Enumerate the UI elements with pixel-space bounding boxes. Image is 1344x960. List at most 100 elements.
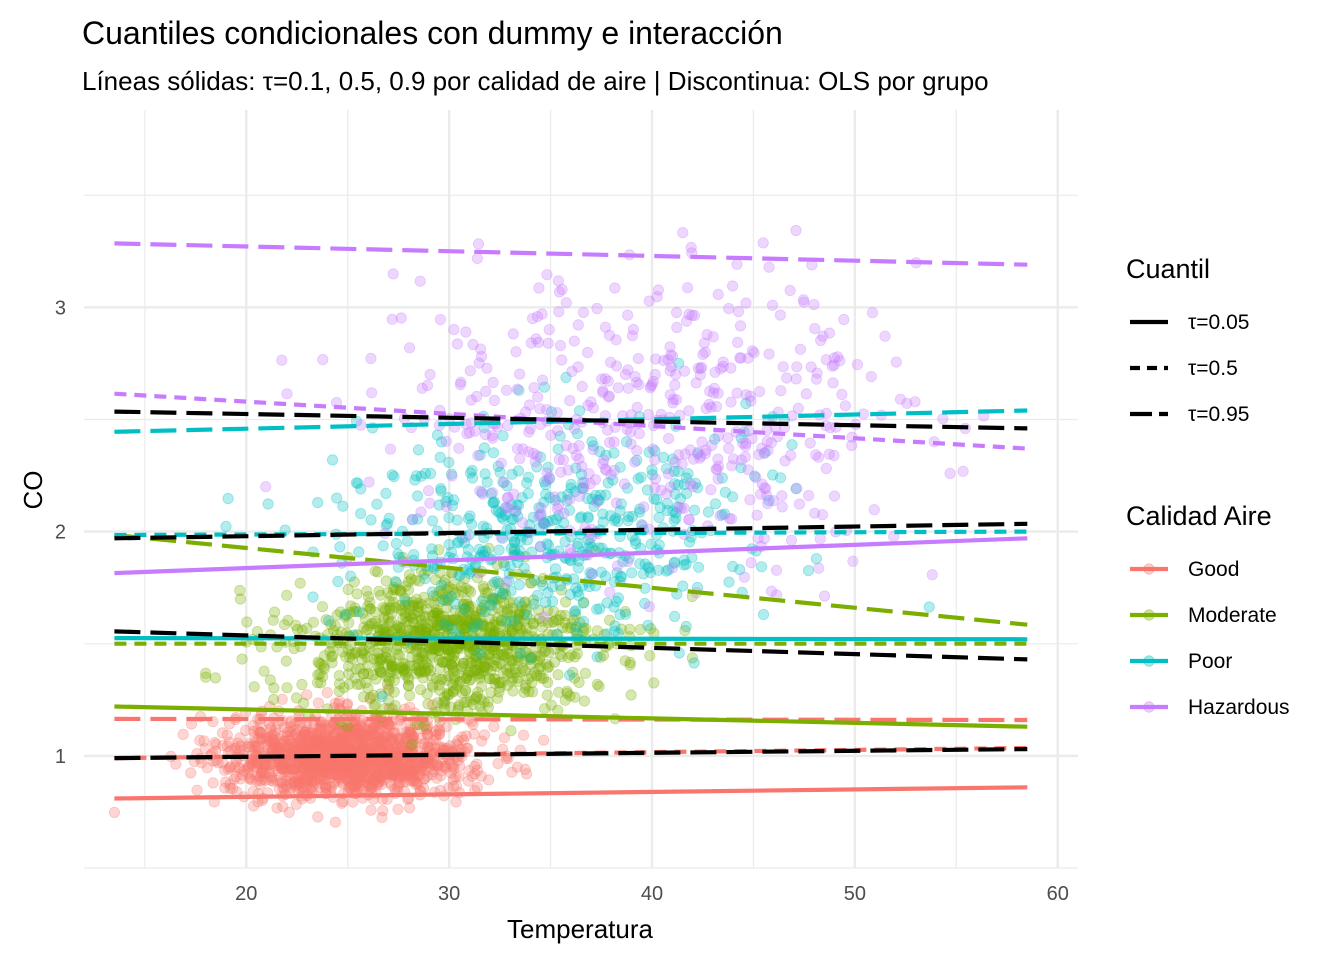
scatter-point (243, 740, 255, 753)
scatter-point (309, 773, 322, 785)
scatter-point (739, 440, 752, 452)
scatter-point (422, 698, 434, 710)
scatter-point (388, 737, 400, 749)
scatter-point (377, 601, 389, 614)
scatter-point (632, 352, 644, 365)
scatter-point (790, 373, 802, 385)
scatter-point (314, 726, 326, 738)
scatter-point (705, 401, 717, 413)
scatter-point (564, 588, 576, 601)
scatter-point (757, 237, 769, 249)
scatter-point (299, 771, 311, 784)
scatter-point (270, 723, 282, 736)
scatter-point (310, 736, 322, 748)
scatter-point (434, 684, 446, 696)
scatter-point (244, 773, 256, 785)
scatter-point (260, 732, 272, 744)
scatter-point (301, 724, 313, 736)
scatter-point (278, 763, 290, 775)
scatter-point (350, 723, 362, 735)
scatter-point (341, 764, 353, 776)
scatter-point (286, 763, 299, 775)
scatter-point (629, 456, 641, 468)
scatter-point (304, 758, 317, 770)
scatter-point (286, 760, 298, 773)
scatter-point (278, 721, 290, 734)
scatter-point (341, 698, 354, 710)
scatter-point (631, 401, 643, 413)
scatter-point (368, 775, 380, 787)
scatter-point (384, 768, 397, 780)
scatter-point (318, 660, 330, 672)
scatter-point (342, 722, 354, 734)
scatter-point (559, 609, 571, 622)
scatter-point (448, 760, 460, 772)
scatter-point (231, 742, 243, 754)
scatter-point (323, 764, 335, 777)
scatter-point (353, 606, 365, 618)
scatter-point (455, 376, 467, 388)
scatter-point (506, 468, 518, 480)
scatter-point (252, 742, 264, 754)
scatter-point (294, 770, 306, 782)
scatter-point (345, 764, 357, 776)
scatter-point (269, 738, 281, 750)
scatter-point (281, 589, 293, 601)
scatter-point (296, 762, 308, 774)
scatter-point (338, 736, 350, 748)
scatter-point (331, 769, 343, 781)
scatter-point (343, 722, 355, 734)
scatter-point (414, 684, 427, 696)
scatter-point (465, 716, 478, 728)
scatter-point (273, 759, 285, 772)
scatter-point (336, 739, 348, 752)
scatter-point (366, 724, 378, 736)
scatter-point (402, 769, 415, 781)
scatter-point (294, 577, 306, 589)
scatter-point (543, 324, 555, 336)
scatter-point (297, 781, 309, 793)
scatter-point (611, 560, 624, 572)
scatter-point (744, 390, 757, 402)
scatter-point (371, 741, 383, 753)
scatter-point (280, 780, 293, 792)
scatter-point (464, 365, 476, 377)
scatter-point (559, 694, 571, 706)
scatter-point (392, 548, 404, 560)
scatter-point (354, 732, 366, 744)
scatter-point (253, 740, 265, 752)
scatter-point (371, 498, 383, 510)
scatter-point (278, 766, 290, 778)
scatter-point (502, 604, 514, 616)
scatter-point (360, 771, 372, 783)
scatter-point (537, 518, 550, 530)
scatter-point (356, 722, 368, 735)
scatter-point (424, 739, 437, 751)
scatter-point (534, 541, 546, 553)
scatter-point (305, 726, 317, 738)
scatter-point (434, 724, 446, 737)
scatter-point (370, 729, 382, 742)
scatter-point (543, 471, 555, 484)
scatter-point (261, 738, 274, 751)
scatter-point (405, 775, 417, 787)
scatter-point (527, 447, 540, 460)
scatter-point (284, 782, 296, 794)
scatter-point (297, 697, 310, 709)
scatter-point (357, 757, 370, 769)
scatter-point (387, 727, 400, 739)
scatter-point (194, 734, 206, 747)
scatter-point (397, 766, 410, 778)
scatter-point (386, 313, 398, 325)
scatter-point (387, 768, 400, 781)
scatter-point (255, 726, 267, 738)
scatter-point (439, 760, 451, 772)
scatter-point (224, 761, 236, 773)
scatter-point (430, 734, 442, 746)
scatter-point (422, 741, 434, 753)
scatter-point (382, 760, 394, 772)
scatter-point (631, 376, 643, 388)
scatter-point (758, 447, 770, 459)
scatter-point (397, 776, 409, 788)
scatter-point (318, 732, 330, 744)
